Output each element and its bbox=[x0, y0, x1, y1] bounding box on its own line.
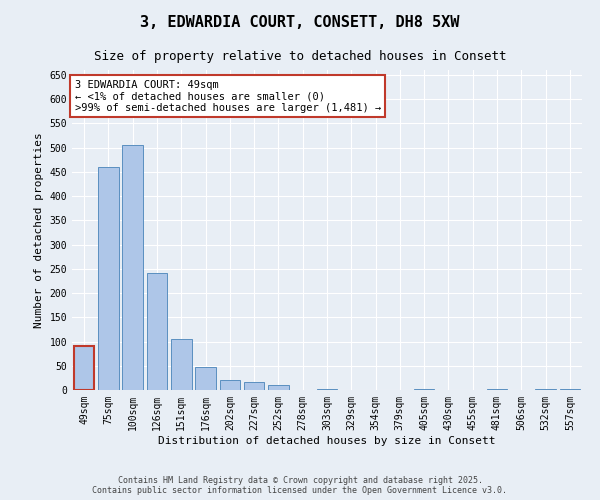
Bar bbox=[268, 384, 289, 390]
X-axis label: Distribution of detached houses by size in Consett: Distribution of detached houses by size … bbox=[158, 436, 496, 446]
Text: Size of property relative to detached houses in Consett: Size of property relative to detached ho… bbox=[94, 50, 506, 63]
Bar bbox=[171, 339, 191, 390]
Bar bbox=[560, 388, 580, 390]
Bar bbox=[98, 167, 119, 390]
Bar bbox=[487, 388, 508, 390]
Bar bbox=[317, 388, 337, 390]
Y-axis label: Number of detached properties: Number of detached properties bbox=[34, 132, 44, 328]
Bar bbox=[244, 382, 265, 390]
Text: 3 EDWARDIA COURT: 49sqm
← <1% of detached houses are smaller (0)
>99% of semi-de: 3 EDWARDIA COURT: 49sqm ← <1% of detache… bbox=[74, 80, 381, 113]
Text: Contains HM Land Registry data © Crown copyright and database right 2025.
Contai: Contains HM Land Registry data © Crown c… bbox=[92, 476, 508, 495]
Bar bbox=[535, 389, 556, 390]
Text: 3, EDWARDIA COURT, CONSETT, DH8 5XW: 3, EDWARDIA COURT, CONSETT, DH8 5XW bbox=[140, 15, 460, 30]
Bar bbox=[122, 145, 143, 390]
Bar bbox=[220, 380, 240, 390]
Bar bbox=[195, 366, 216, 390]
Bar bbox=[74, 346, 94, 390]
Bar bbox=[146, 272, 167, 390]
Bar bbox=[414, 389, 434, 390]
